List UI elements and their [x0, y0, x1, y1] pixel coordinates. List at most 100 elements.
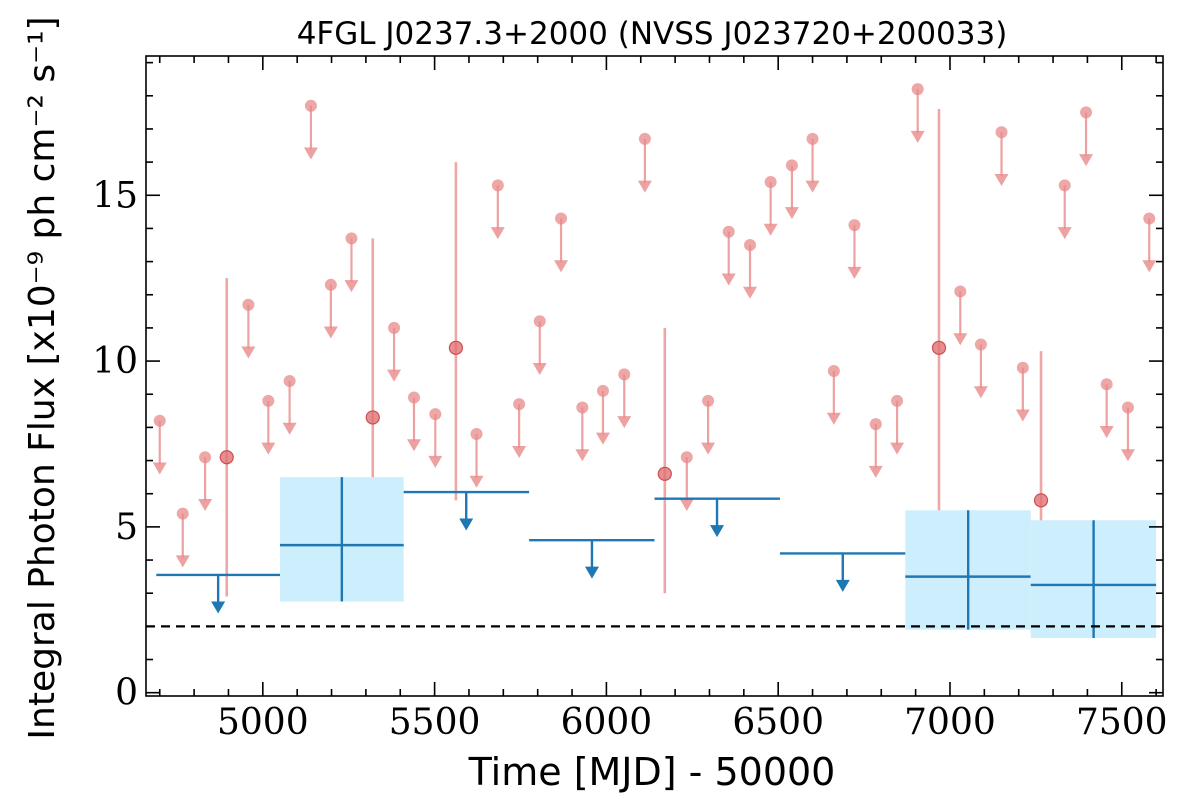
monthly-upper-limit-point [1058, 179, 1071, 192]
monthly-upper-limit-point [638, 132, 651, 145]
monthly-upper-limit-point [262, 394, 275, 407]
monthly-upper-limit-point [596, 384, 609, 397]
x-tick-label: 7000 [904, 702, 996, 743]
monthly-upper-limit-arrowhead [1120, 449, 1135, 462]
monthly-upper-limit-arrowhead [406, 439, 421, 452]
monthly-upper-limit-point [911, 83, 924, 96]
y-tick-label: 10 [92, 341, 138, 382]
monthly-upper-limit-point [242, 298, 255, 311]
monthly-upper-limit-arrowhead [575, 449, 590, 462]
monthly-upper-limit-arrowhead [805, 180, 820, 193]
monthly-upper-limit-arrowhead [826, 412, 841, 425]
monthly-upper-limit-arrowhead [784, 207, 799, 220]
y-tick-label: 5 [115, 507, 138, 548]
monthly-upper-limit-point [199, 451, 212, 464]
x-tick-label: 6000 [561, 702, 653, 743]
monthly-upper-limit-arrowhead [152, 462, 167, 475]
monthly-upper-limit-point [764, 176, 777, 189]
monthly-upper-limit-arrowhead [387, 369, 402, 382]
monthly-upper-limit-point [680, 451, 693, 464]
monthly-upper-limit-arrowhead [1057, 227, 1072, 240]
monthly-upper-limit-arrowhead [303, 147, 318, 160]
yearly-upper-limit-arrowhead [584, 566, 599, 579]
monthly-upper-limit-arrowhead [1142, 260, 1157, 273]
monthly-upper-limit-arrowhead [469, 475, 484, 488]
monthly-upper-limit-point [470, 428, 483, 441]
yearly-upper-limit-arrowhead [835, 579, 850, 592]
y-axis-label: Integral Photon Flux [x10⁻⁹ ph cm⁻² s⁻¹] [22, 16, 63, 739]
monthly-detection-point [219, 450, 234, 465]
monthly-upper-limit-point [491, 179, 504, 192]
monthly-upper-limit-arrowhead [344, 280, 359, 293]
x-tick-label: 5000 [217, 702, 309, 743]
x-axis-label: Time [MJD] - 50000 [468, 750, 836, 794]
monthly-upper-limit-point [891, 394, 904, 407]
monthly-upper-limit-point [869, 418, 882, 431]
monthly-upper-limit-arrowhead [282, 422, 297, 435]
monthly-upper-limit-point [995, 126, 1008, 139]
monthly-upper-limit-arrowhead [1079, 154, 1094, 167]
monthly-upper-limit-point [1080, 106, 1093, 119]
monthly-upper-limit-point [153, 414, 166, 427]
monthly-upper-limit-arrowhead [721, 273, 736, 286]
chart-title: 4FGL J0237.3+2000 (NVSS J023720+200033) [297, 16, 1008, 52]
monthly-upper-limit-point [429, 408, 442, 421]
monthly-markers-layer [153, 83, 1156, 520]
y-tick-label: 0 [115, 673, 138, 714]
monthly-detection-point [657, 466, 672, 481]
monthly-upper-limit-point [827, 365, 840, 378]
monthly-upper-limit-point [618, 368, 631, 381]
monthly-upper-limit-point [388, 321, 401, 334]
monthly-upper-limit-arrowhead [554, 260, 569, 273]
monthly-upper-limit-point [785, 159, 798, 172]
monthly-upper-limit-arrowhead [428, 455, 443, 468]
monthly-upper-limit-point [744, 239, 757, 252]
monthly-upper-limit-arrowhead [847, 266, 862, 279]
monthly-upper-limit-arrowhead [532, 363, 547, 376]
monthly-upper-limit-point [176, 507, 189, 520]
x-tick-label: 7500 [1076, 702, 1168, 743]
y-tick-label: 15 [92, 175, 138, 216]
yearly-bins-layer [156, 477, 1157, 638]
monthly-upper-limit-point [954, 285, 967, 298]
monthly-upper-limit-arrowhead [175, 555, 190, 568]
monthly-upper-limit-arrowhead [198, 498, 213, 511]
monthly-upper-limit-point [533, 315, 546, 328]
monthly-detection-point [448, 340, 464, 355]
monthly-upper-limit-point [345, 232, 358, 245]
monthly-upper-limit-arrowhead [701, 442, 716, 455]
monthly-upper-limit-arrowhead [994, 174, 1009, 187]
x-tick-label: 5500 [389, 702, 481, 743]
yearly-upper-limit-arrowhead [211, 601, 226, 614]
monthly-upper-limit-point [1100, 378, 1113, 391]
monthly-upper-limit-point [848, 219, 861, 232]
monthly-upper-limit-point [1143, 212, 1156, 225]
monthly-upper-limit-point [576, 401, 589, 414]
monthly-upper-limit-arrowhead [763, 223, 778, 236]
yearly-upper-limit-arrowhead [710, 525, 725, 538]
monthly-upper-limit-arrowhead [617, 416, 632, 429]
monthly-detection-point [931, 340, 947, 355]
monthly-upper-limit-point [806, 132, 819, 145]
monthly-upper-limit-arrowhead [1015, 409, 1030, 422]
monthly-upper-limit-arrowhead [323, 326, 338, 339]
monthly-upper-limit-arrowhead [261, 442, 276, 455]
monthly-upper-limit-arrowhead [679, 498, 694, 511]
monthly-upper-limit-arrowhead [490, 227, 505, 240]
monthly-upper-limit-arrowhead [1099, 426, 1114, 439]
monthly-upper-limit-arrowhead [241, 346, 256, 359]
monthly-upper-limit-arrowhead [868, 465, 883, 478]
monthly-upper-limit-point [702, 394, 715, 407]
monthly-upper-limit-arrowhead [890, 442, 905, 455]
monthly-detection-point [365, 410, 380, 425]
monthly-detection-point [1033, 493, 1049, 508]
monthly-upper-limit-point [1016, 361, 1029, 374]
monthly-upper-limit-point [513, 398, 526, 411]
axes-layer: 5000 5500 6000 6500 7000 7500 0 5 10 15 [92, 56, 1168, 743]
monthly-upper-limit-point [974, 338, 987, 351]
monthly-upper-limit-arrowhead [637, 180, 652, 193]
monthly-upper-limit-arrowhead [512, 445, 527, 458]
monthly-upper-limit-point [283, 374, 296, 387]
x-tick-label: 6500 [732, 702, 824, 743]
